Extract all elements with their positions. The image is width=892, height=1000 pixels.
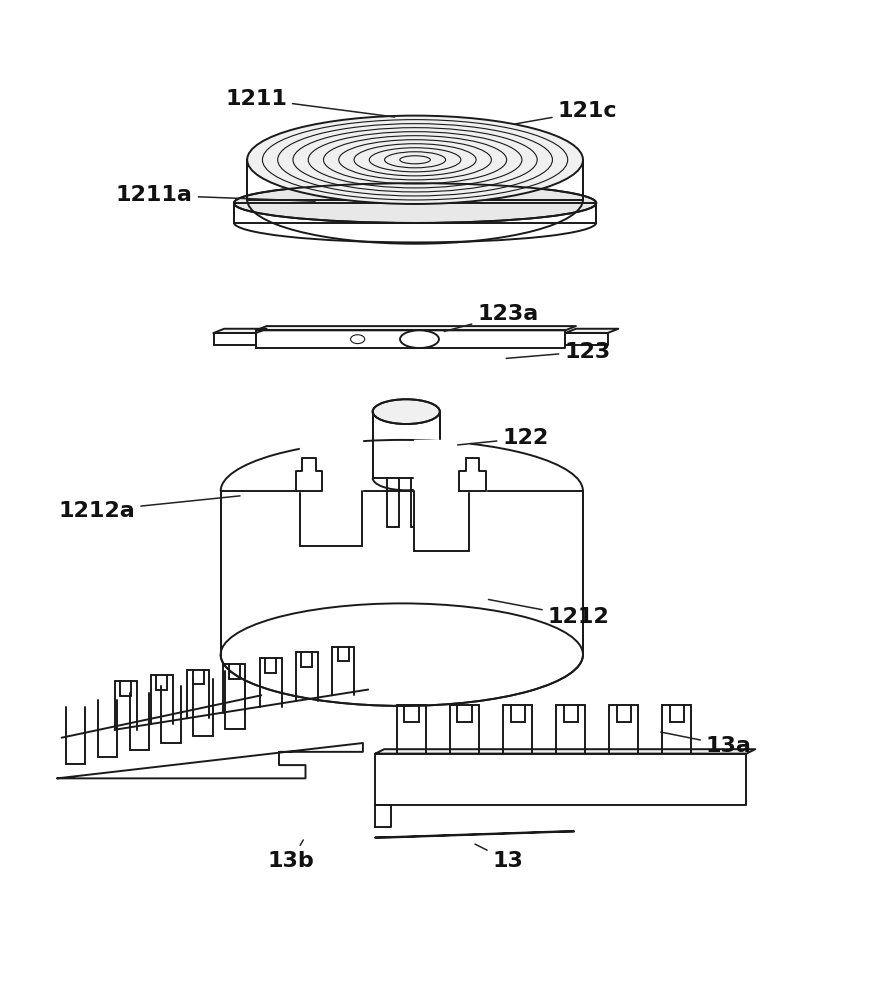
Ellipse shape xyxy=(234,183,596,223)
Polygon shape xyxy=(566,333,607,345)
Ellipse shape xyxy=(220,603,583,706)
Polygon shape xyxy=(566,329,618,333)
Polygon shape xyxy=(57,743,363,778)
Polygon shape xyxy=(414,440,469,551)
Polygon shape xyxy=(376,754,747,805)
Text: 123: 123 xyxy=(506,342,610,362)
Text: 123a: 123a xyxy=(444,304,539,331)
Text: 1211: 1211 xyxy=(225,89,394,117)
Ellipse shape xyxy=(400,330,439,348)
Text: 1212a: 1212a xyxy=(59,496,240,521)
Text: 1211a: 1211a xyxy=(116,185,315,205)
Polygon shape xyxy=(296,458,322,491)
Text: 121c: 121c xyxy=(515,101,617,124)
Polygon shape xyxy=(459,458,486,491)
Polygon shape xyxy=(376,831,574,838)
Text: 122: 122 xyxy=(458,428,549,448)
Ellipse shape xyxy=(373,399,440,424)
Polygon shape xyxy=(234,203,596,223)
Polygon shape xyxy=(256,330,566,348)
Polygon shape xyxy=(376,805,392,827)
Polygon shape xyxy=(247,160,583,200)
Text: 13a: 13a xyxy=(661,732,752,756)
Text: 13b: 13b xyxy=(268,840,315,871)
Polygon shape xyxy=(213,333,256,345)
Polygon shape xyxy=(376,749,756,754)
Text: 13: 13 xyxy=(475,844,524,871)
Polygon shape xyxy=(256,326,576,330)
Polygon shape xyxy=(301,440,362,546)
Text: 1212: 1212 xyxy=(489,599,609,627)
Ellipse shape xyxy=(351,335,365,344)
Polygon shape xyxy=(220,491,583,655)
Polygon shape xyxy=(373,412,440,478)
Ellipse shape xyxy=(247,116,583,204)
Polygon shape xyxy=(213,329,267,333)
